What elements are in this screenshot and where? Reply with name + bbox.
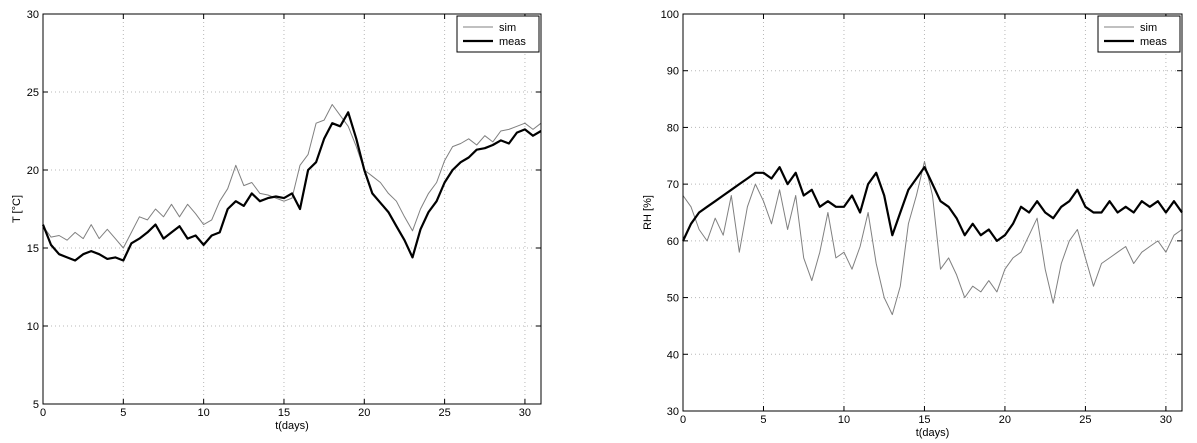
y-axis-label: T [°C] [11,195,23,223]
axes-box [682,13,1183,412]
x-tick-label: 15 [278,407,290,419]
x-tick-label: 10 [198,407,210,419]
y-tick-label: 10 [27,321,39,333]
series-line-meas [41,111,542,262]
y-tick-label: 15 [27,243,39,255]
temperature-chart-panel: 0 5 10 15 20 25 30 5 10 15 20 25 30 t(days) T [°C] sim m… [0,0,560,443]
y-tick-label: 20 [27,165,39,177]
x-tick-label: 15 [918,414,930,426]
series-line-sim [682,161,1183,316]
x-axis-label: t(days) [916,427,950,439]
y-tick-label: 90 [667,66,679,78]
legend-label-meas: meas [1140,36,1167,48]
legend-label-meas: meas [499,36,526,48]
legend: sim meas [1097,15,1181,53]
y-tick-label: 40 [667,349,679,361]
humidity-chart-panel: 0 5 10 15 20 25 30 30 40 50 60 70 80 90 100 t(days) RH [… [637,0,1197,443]
x-tick-label: 5 [760,414,766,426]
x-tick-label: 25 [1079,414,1091,426]
y-tick-label: 100 [661,9,679,21]
y-tick-label: 25 [27,87,39,99]
humidity-chart: 0 5 10 15 20 25 30 30 40 50 60 70 80 90 100 t(days) RH [… [642,9,1183,439]
x-tick-label: 5 [120,407,126,419]
x-tick-label: 10 [838,414,850,426]
legend-label-sim: sim [1140,22,1157,34]
axes-box [42,13,542,405]
y-axis-label: RH [%] [642,195,654,230]
plot-area [43,14,541,404]
y-tick-label: 30 [667,406,679,418]
x-tick-label: 0 [680,414,686,426]
y-tick-label: 70 [667,179,679,191]
legend-box [1097,15,1181,53]
x-tick-label: 20 [999,414,1011,426]
y-tick-label: 30 [27,9,39,21]
plot-area [683,14,1182,411]
legend: sim meas [456,15,540,53]
y-tick-label: 80 [667,122,679,134]
x-tick-label: 30 [1160,414,1172,426]
x-tick-label: 20 [358,407,370,419]
y-tick-label: 60 [667,236,679,248]
legend-label-sim: sim [499,22,516,34]
x-tick-label: 25 [438,407,450,419]
x-tick-label: 0 [40,407,46,419]
series-line-sim [42,104,542,249]
x-axis-label: t(days) [275,420,309,432]
legend-box [456,15,540,53]
y-tick-label: 5 [33,399,39,411]
series-line-meas [682,166,1183,242]
x-tick-label: 30 [519,407,531,419]
y-tick-label: 50 [667,293,679,305]
